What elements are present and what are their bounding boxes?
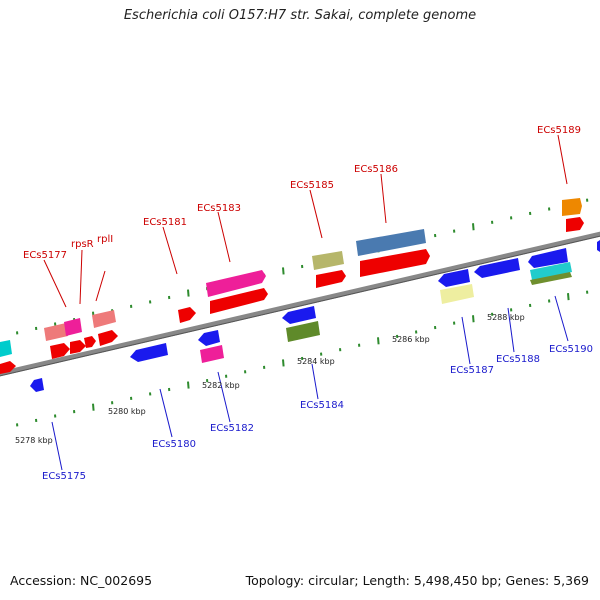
tick-mark	[187, 381, 190, 389]
genome-backbone-shadow	[0, 235, 600, 377]
gene-block-red-4[interactable]	[98, 330, 118, 346]
gene-block-ecs5190c[interactable]	[530, 272, 572, 285]
genome-backbone	[0, 231, 600, 377]
scale-label-5282: 5282 kbp	[202, 381, 240, 390]
scale-label-5286: 5286 kbp	[392, 335, 430, 344]
gene-label-ecs5184[interactable]: ECs5184	[300, 400, 344, 411]
gene-block-cyan-left[interactable]	[0, 340, 12, 357]
gene-block-ecs5183b[interactable]	[210, 288, 268, 314]
gene-block-ecs5180[interactable]	[130, 343, 168, 362]
topology-text: Topology: circular; Length: 5,498,450 bp…	[245, 573, 589, 588]
gene-label-ecs5175[interactable]: ECs5175	[42, 471, 86, 482]
scale-label-5284: 5284 kbp	[297, 357, 335, 366]
gene-block-ecs5183[interactable]	[206, 270, 266, 297]
gene-block-rpsr[interactable]	[64, 318, 82, 336]
tick-mark	[472, 223, 475, 231]
gene-label-rpsr[interactable]: rpsR	[71, 239, 94, 250]
gene-block-ecs5177[interactable]	[44, 323, 68, 341]
gene-block-ecs5181[interactable]	[178, 307, 196, 323]
leader-lines	[43, 134, 569, 471]
gene-label-ecs5182[interactable]: ECs5182	[210, 423, 254, 434]
gene-features	[0, 198, 600, 392]
gene-block-ecs5182b[interactable]	[200, 345, 224, 363]
gene-block-ecs5184b[interactable]	[286, 321, 320, 342]
tick-mark	[92, 403, 95, 411]
gene-block-rpli[interactable]	[92, 310, 116, 328]
gene-block-ecs5190b[interactable]	[530, 262, 572, 280]
gene-label-ecs5188[interactable]: ECs5188	[496, 354, 540, 365]
gene-block-ecs5185[interactable]	[312, 251, 344, 270]
tick-mark	[377, 337, 380, 345]
gene-label-rpli[interactable]: rplI	[97, 234, 113, 245]
gene-block-ecs5188[interactable]	[474, 258, 520, 278]
gene-block-ecs5175[interactable]	[30, 378, 44, 392]
gene-block-red-2[interactable]	[70, 340, 86, 354]
gene-block-ecs5185b[interactable]	[316, 270, 346, 288]
gene-label-ecs5180[interactable]: ECs5180	[152, 439, 196, 450]
gene-block-ecs5186b[interactable]	[360, 249, 430, 277]
gene-label-ecs5181[interactable]: ECs5181	[143, 217, 187, 228]
gene-label-ecs5185[interactable]: ECs5185	[290, 180, 334, 191]
gene-label-ecs5177[interactable]: ECs5177	[23, 250, 67, 261]
gene-block-ecs5189[interactable]	[562, 198, 582, 216]
gene-label-ecs5187[interactable]: ECs5187	[450, 365, 494, 376]
tick-mark	[187, 289, 190, 297]
scale-label-5288: 5288 kbp	[487, 313, 525, 322]
gene-block-red-3[interactable]	[84, 336, 96, 348]
page-title: Escherichia coli O157:H7 str. Sakai, com…	[123, 8, 477, 23]
gene-block-red-1[interactable]	[50, 343, 70, 359]
tick-mark	[567, 293, 570, 301]
gene-block-ecs5189b[interactable]	[566, 217, 584, 232]
tick-mark	[472, 315, 475, 323]
gene-block-blue-right[interactable]	[597, 240, 600, 252]
accession-text: Accession: NC_002695	[10, 573, 153, 588]
gene-label-ecs5189[interactable]: ECs5189	[537, 125, 581, 136]
gene-label-ecs5183[interactable]: ECs5183	[197, 203, 241, 214]
gene-block-ecs5182a[interactable]	[198, 330, 220, 346]
gene-label-ecs5186[interactable]: ECs5186	[354, 164, 398, 175]
gene-block-ecs5186[interactable]	[356, 229, 426, 256]
scale-label-5278: 5278 kbp	[15, 436, 53, 445]
tick-mark	[282, 267, 285, 275]
gene-label-ecs5190[interactable]: ECs5190	[549, 344, 593, 355]
gene-block-ecs5187b[interactable]	[440, 284, 474, 304]
gene-block-ecs5187a[interactable]	[438, 269, 470, 287]
tick-mark	[282, 359, 285, 367]
gene-block-ecs5184a[interactable]	[282, 306, 316, 324]
gene-block-ecs5190a[interactable]	[528, 248, 568, 268]
gene-block-red-5[interactable]	[0, 361, 16, 374]
scale-label-5280: 5280 kbp	[108, 407, 146, 416]
